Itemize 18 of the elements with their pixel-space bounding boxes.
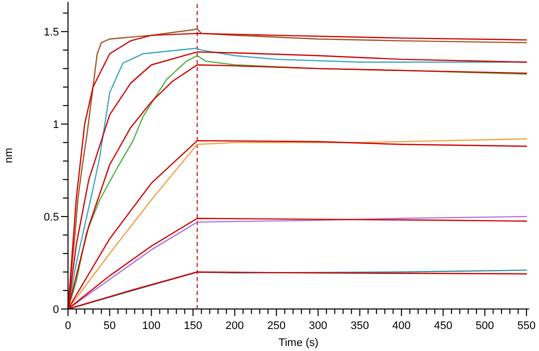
- y-tick-label: 0.5: [44, 212, 59, 224]
- x-tick-label: 250: [267, 320, 286, 332]
- x-tick-label: 550: [517, 320, 536, 332]
- x-tick-label: 100: [142, 320, 161, 332]
- x-tick-label: 450: [434, 320, 452, 332]
- x-tick-label: 200: [226, 320, 244, 332]
- x-tick-label: 50: [104, 320, 116, 332]
- x-axis-title: Time (s): [278, 337, 318, 349]
- x-tick-label: 0: [64, 320, 72, 332]
- y-axis-title: nm: [3, 148, 15, 164]
- x-tick-label: 500: [476, 320, 494, 332]
- x-tick-label: 300: [308, 320, 328, 332]
- y-tick-label: 0: [52, 304, 59, 316]
- x-tick-label: 350: [350, 320, 369, 332]
- x-tick-label: 150: [184, 320, 202, 332]
- y-tick-label: 1: [52, 119, 59, 132]
- x-tick-label: 400: [392, 320, 411, 332]
- y-tick-label: 1.5: [44, 26, 59, 39]
